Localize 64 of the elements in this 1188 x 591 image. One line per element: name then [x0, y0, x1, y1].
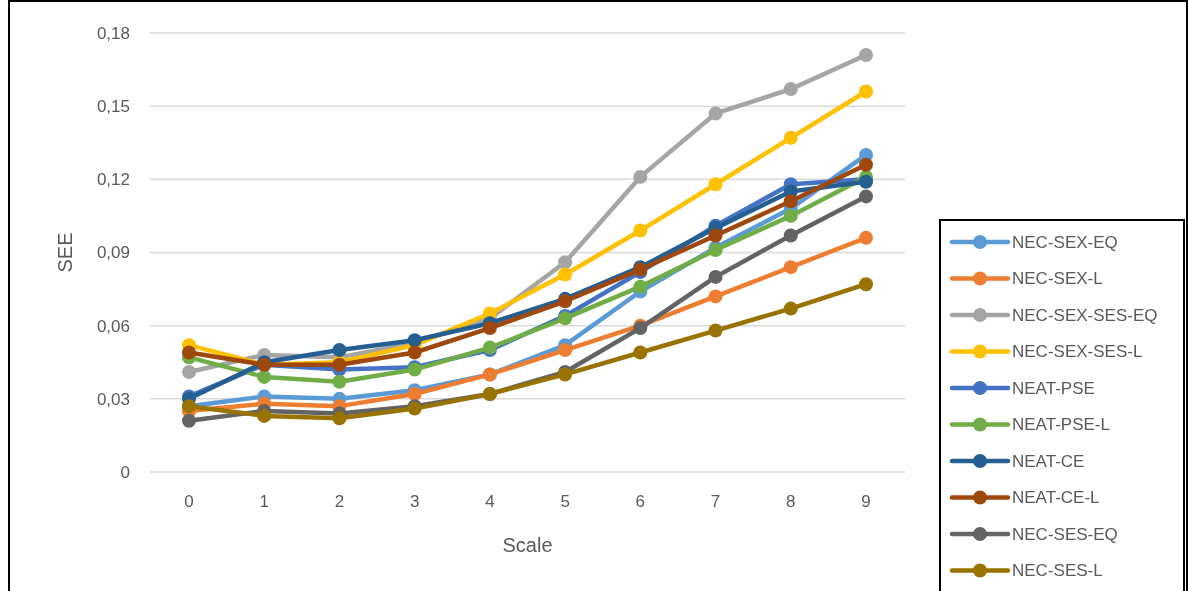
point [633, 279, 648, 294]
point [783, 194, 798, 209]
point [182, 365, 196, 380]
legend-label: NEC-SEX-SES-L [1012, 342, 1143, 362]
y-tick-label: 0,15 [96, 97, 130, 117]
point [332, 343, 347, 358]
x-tick-label: 5 [560, 492, 570, 511]
legend-label: NEAT-CE-L [1012, 488, 1100, 508]
point [708, 177, 723, 192]
x-tick-label: 1 [259, 492, 269, 511]
x-tick-label: 9 [861, 492, 871, 511]
x-tick-label: 8 [786, 492, 796, 511]
y-tick-label: 0 [120, 462, 130, 482]
point [708, 269, 723, 284]
point [859, 47, 873, 62]
point [708, 289, 723, 304]
point [708, 323, 723, 338]
point [182, 345, 196, 360]
point [482, 321, 497, 336]
point [783, 228, 798, 243]
point [859, 157, 873, 172]
x-tick-label: 6 [635, 492, 646, 511]
point [558, 343, 573, 358]
legend-label: NEC-SEX-L [1012, 269, 1103, 289]
point [783, 301, 798, 316]
legend-label: NEAT-PSE-L [1012, 415, 1110, 435]
x-tick-label: 3 [409, 492, 420, 511]
point [257, 369, 272, 384]
point [633, 223, 648, 238]
point [783, 208, 798, 223]
point [783, 82, 798, 97]
point [633, 345, 648, 360]
x-tick-label: 0 [184, 492, 194, 511]
y-tick-label: 0,09 [96, 243, 130, 263]
legend-label: NEAT-CE [1012, 451, 1085, 471]
legend-label: NEC-SES-EQ [1012, 524, 1118, 544]
x-tick-label: 2 [334, 492, 345, 511]
point [257, 408, 272, 423]
y-axis-title: SEE [54, 232, 76, 273]
point [558, 267, 573, 282]
y-tick-label: 0,18 [96, 23, 130, 43]
point [182, 413, 196, 428]
x-axis-title: Scale [502, 534, 553, 556]
y-tick-label: 0,12 [96, 170, 130, 190]
point [859, 189, 873, 204]
point [859, 84, 873, 99]
point [708, 106, 723, 121]
legend-label: NEC-SEX-EQ [1012, 232, 1118, 252]
y-tick-label: 0,03 [96, 389, 130, 409]
y-tick-label: 0,06 [96, 316, 130, 336]
point [783, 130, 798, 145]
x-tick-label: 4 [485, 492, 495, 511]
point [859, 230, 873, 245]
point [332, 374, 347, 389]
legend-label: NEC-SEX-SES-EQ [1012, 305, 1158, 325]
legend-label: NEC-SES-L [1012, 561, 1103, 581]
point [859, 277, 873, 292]
point [708, 228, 723, 243]
point [783, 260, 798, 275]
point [633, 169, 648, 184]
point [558, 255, 573, 270]
point [332, 411, 347, 426]
legend-label: NEAT-PSE [1012, 378, 1095, 398]
x-tick-label: 7 [710, 492, 721, 511]
